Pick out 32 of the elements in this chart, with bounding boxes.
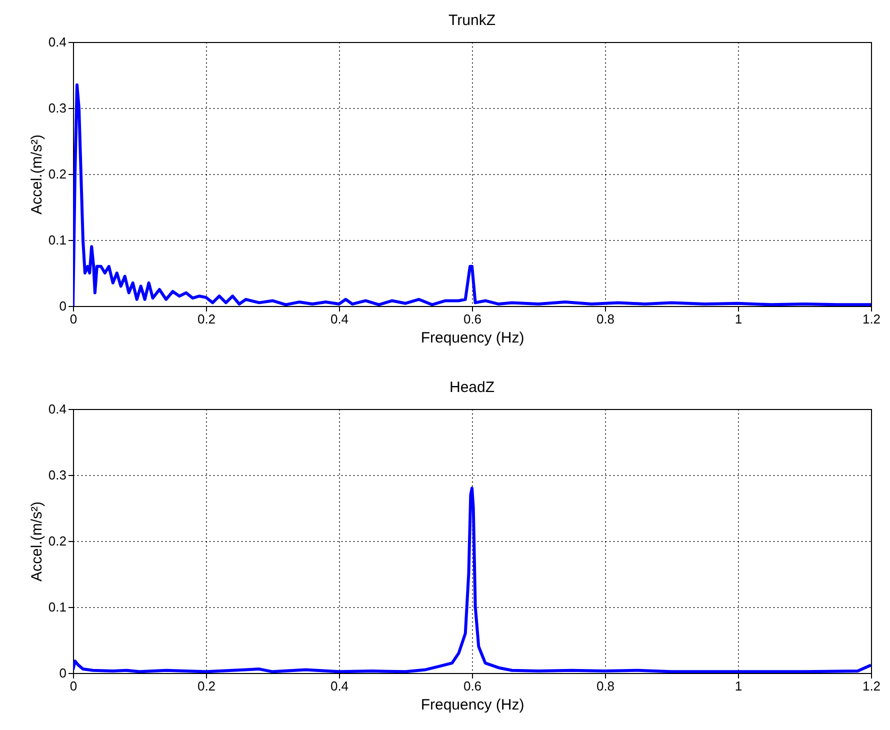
x-tick-label: 1 [734,312,742,326]
x-tick-label: 0 [70,312,78,326]
y-tick-label: 0.1 [48,232,66,248]
x-axis-title: Frequency (Hz) [420,330,524,346]
x-tick-label: 0.6 [463,678,482,694]
x-tick-label: 0.4 [330,678,349,694]
y-tick-label: 0.4 [48,402,66,416]
line-series [73,83,871,306]
x-tick-label: 0.2 [197,678,216,694]
x-tick-label: 1.2 [862,312,881,326]
x-axis-title: Frequency (Hz) [420,696,524,714]
y-tick-label: 0.1 [48,600,66,614]
chart-title: HeadZ [449,379,495,396]
x-tick-label: 0.6 [463,312,482,326]
y-tick-label: 0 [59,666,66,680]
x-tick-label: 1 [734,678,742,694]
y-tick-label: 0 [59,298,66,314]
line-series [73,486,871,673]
y-axis-title: Accel.(m/s²) [28,134,46,214]
y-tick-label: 0.3 [48,468,66,482]
x-tick-label: 0.2 [197,312,216,326]
y-tick-label: 0.4 [48,34,66,50]
y-tick-label: 0.3 [48,100,66,116]
chart-title: TrunkZ [448,12,496,29]
y-tick-label: 0.2 [48,166,66,182]
x-tick-label: 0.8 [596,312,615,326]
x-tick-label: 0.8 [596,678,615,694]
y-tick-label: 0.2 [48,534,66,548]
x-tick-label: 0 [70,678,78,694]
x-tick-label: 0.4 [330,312,349,326]
x-tick-label: 1.2 [862,678,881,694]
y-axis-title: Accel.(m/s²) [28,502,46,582]
